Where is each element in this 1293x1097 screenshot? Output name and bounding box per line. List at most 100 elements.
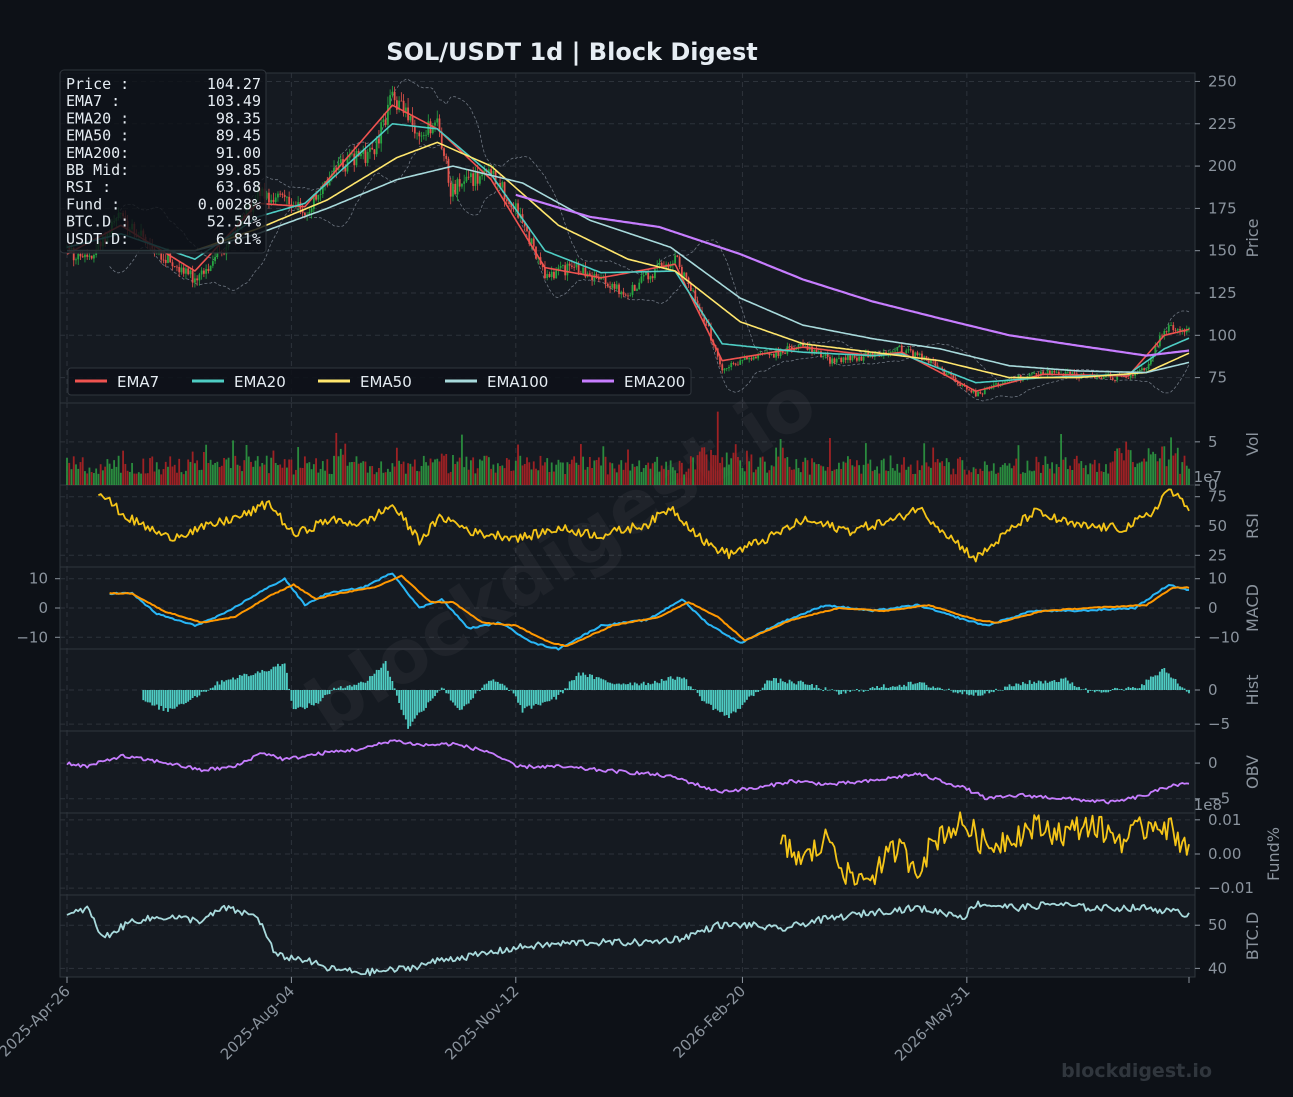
hist-bar — [732, 690, 735, 712]
volume-bar — [871, 471, 874, 485]
candle-body — [84, 254, 86, 258]
hist-bar — [970, 690, 973, 695]
y-tick-label: 25 — [1208, 546, 1227, 564]
candle-body — [941, 367, 944, 369]
hist-bar — [510, 689, 513, 691]
scale-label: 1e8 — [1194, 796, 1222, 814]
candle-body — [492, 171, 495, 174]
volume-bar — [1125, 441, 1128, 485]
candle-body — [526, 226, 528, 232]
hist-bar — [781, 681, 784, 690]
candle-body — [862, 356, 865, 361]
volume-bar — [517, 444, 519, 485]
hist-bar — [404, 690, 407, 720]
volume-bar — [891, 468, 894, 485]
candle-body — [205, 268, 208, 274]
candle-body — [452, 183, 454, 197]
volume-bar — [1064, 457, 1067, 485]
candle-body — [1107, 373, 1110, 375]
volume-bar — [202, 452, 205, 485]
volume-bar — [1042, 465, 1045, 485]
hist-bar — [822, 690, 825, 692]
hist-bar — [743, 690, 746, 703]
volume-bar — [447, 473, 450, 485]
hist-bar — [335, 688, 338, 690]
hist-bar — [1170, 677, 1172, 690]
volume-bar — [638, 460, 641, 485]
hist-bar — [395, 690, 398, 696]
hist-bar — [288, 688, 291, 690]
volume-bar — [804, 457, 807, 485]
hist-bar — [250, 675, 252, 690]
volume-bar — [1161, 446, 1163, 485]
volume-bar — [663, 469, 665, 485]
volume-bar — [137, 472, 140, 485]
candle-body — [422, 135, 425, 137]
hist-bar — [977, 690, 979, 696]
hist-bar — [144, 690, 147, 702]
hist-bar — [770, 680, 773, 690]
volume-bar — [288, 459, 291, 485]
volume-bar — [227, 457, 230, 485]
y-tick-label: 50 — [1208, 517, 1227, 535]
hist-bar — [1037, 680, 1040, 690]
y-tick-label: 150 — [1208, 242, 1237, 260]
volume-bar — [1129, 450, 1132, 485]
candle-body — [918, 353, 921, 356]
candle-body — [438, 118, 441, 132]
volume-bar — [1176, 447, 1179, 485]
volume-bar — [669, 460, 672, 485]
volume-bar — [636, 466, 638, 485]
volume-bar — [400, 464, 403, 485]
volume-bar — [351, 462, 353, 485]
volume-bar — [907, 466, 910, 485]
hist-bar — [270, 669, 273, 690]
volume-bar — [954, 474, 957, 485]
volume-bar — [483, 455, 486, 485]
volume-bar — [741, 468, 744, 485]
volume-bar — [622, 469, 625, 485]
hist-bar — [283, 663, 286, 690]
candle-body — [595, 274, 598, 278]
candle-body — [853, 355, 856, 358]
candle-body — [757, 354, 760, 359]
volume-bar — [470, 460, 472, 485]
volume-bar — [564, 474, 567, 485]
candle-body — [752, 356, 755, 360]
info-box-bg — [59, 69, 267, 254]
hist-bar — [606, 682, 609, 690]
y-tick-label: 175 — [1208, 199, 1237, 217]
candle-body — [1147, 364, 1150, 369]
volume-bar — [737, 456, 739, 485]
volume-bar — [474, 473, 477, 485]
volume-bar — [1062, 459, 1065, 485]
volume-bar — [238, 465, 241, 485]
volume-bar — [68, 462, 71, 485]
y-tick-label: 40 — [1208, 959, 1227, 977]
info-value: 52.54% — [207, 213, 261, 231]
hist-bar — [402, 690, 405, 716]
volume-bar — [1004, 463, 1006, 485]
bollinger-upper — [109, 78, 1190, 382]
hist-bar — [373, 673, 376, 690]
hist-bar — [434, 690, 436, 697]
hist-bar — [214, 685, 217, 690]
hist-bar — [880, 686, 883, 690]
volume-bar — [894, 470, 896, 485]
volume-bar — [1022, 472, 1024, 485]
hist-bar — [1024, 683, 1027, 690]
candle-body — [517, 203, 519, 218]
candle-body — [277, 193, 279, 198]
hist-bar — [1154, 675, 1157, 690]
hist-bar — [1145, 679, 1148, 690]
candle-body — [510, 203, 513, 208]
candle-body — [1066, 371, 1069, 373]
volume-bar — [319, 468, 322, 485]
legend-label: EMA100 — [487, 373, 548, 391]
hist-bar — [247, 676, 250, 690]
candle-body — [977, 391, 979, 397]
hist-bar — [512, 690, 515, 694]
candle-body — [481, 174, 484, 177]
volume-bar — [716, 411, 719, 485]
hist-bar — [1185, 690, 1188, 692]
